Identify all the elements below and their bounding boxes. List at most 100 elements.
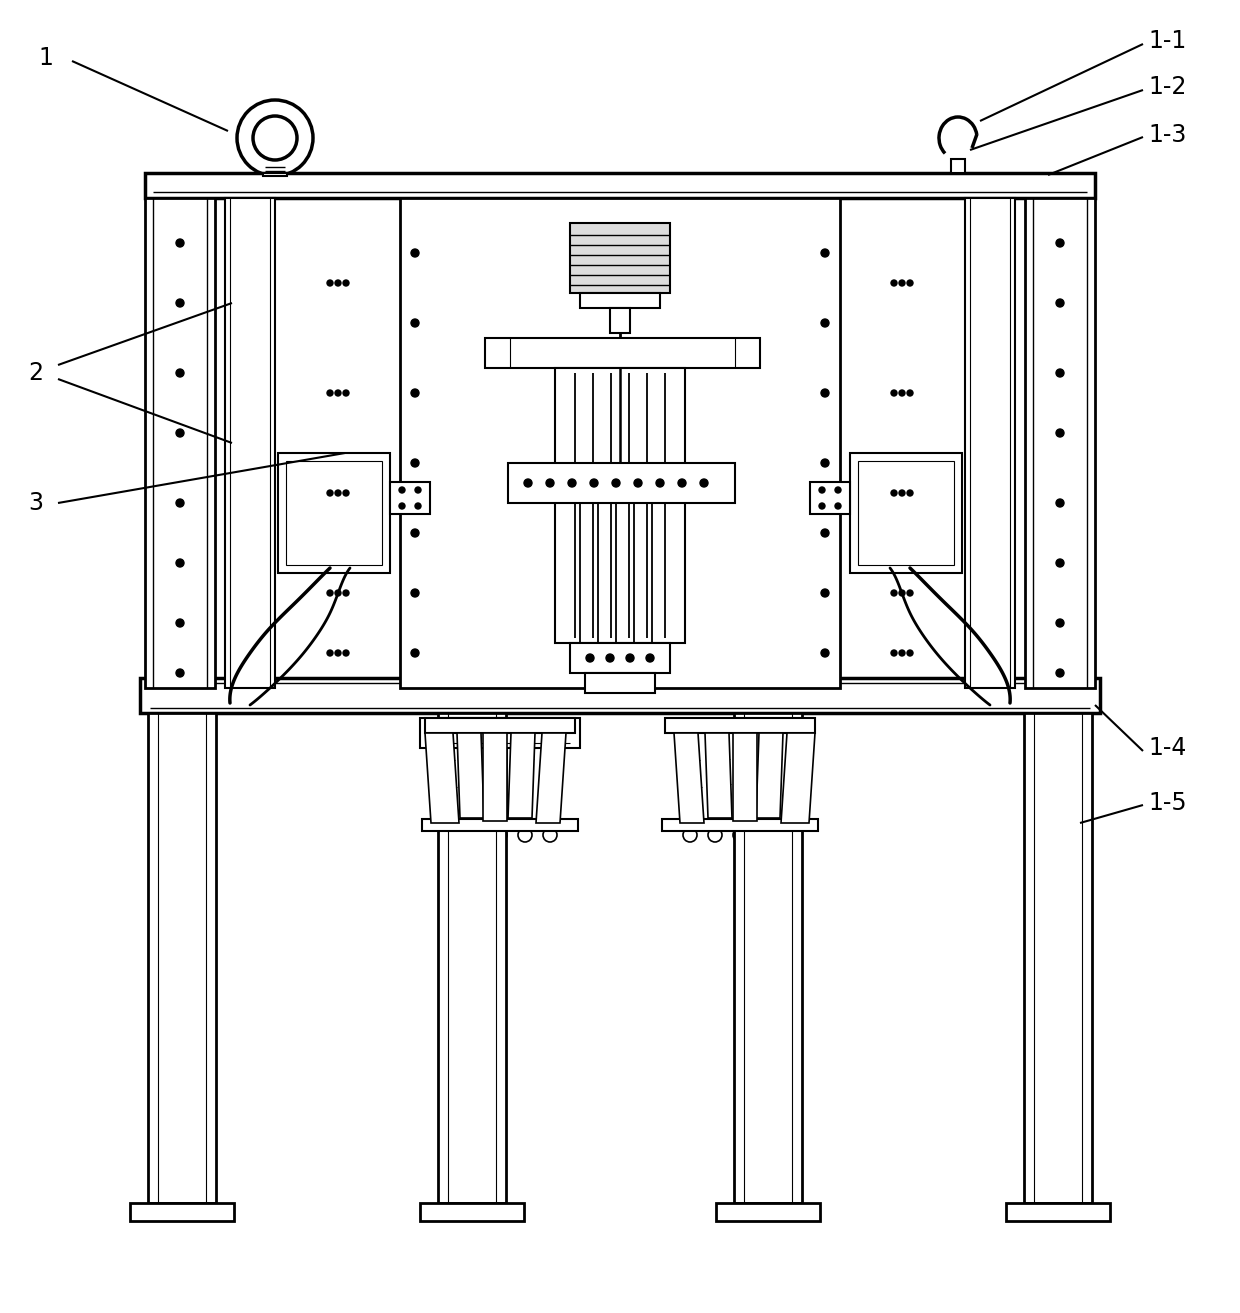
Circle shape <box>821 529 830 537</box>
Ellipse shape <box>165 868 200 918</box>
Circle shape <box>906 490 913 496</box>
Polygon shape <box>733 733 756 821</box>
Circle shape <box>906 650 913 656</box>
Circle shape <box>1056 499 1064 507</box>
Circle shape <box>821 649 830 656</box>
Circle shape <box>708 829 722 842</box>
Circle shape <box>335 650 341 656</box>
Circle shape <box>343 280 348 286</box>
Circle shape <box>683 829 697 842</box>
Circle shape <box>494 829 507 842</box>
Circle shape <box>899 490 905 496</box>
Circle shape <box>821 319 830 327</box>
Bar <box>570 643 670 674</box>
Circle shape <box>343 590 348 596</box>
Circle shape <box>443 829 458 842</box>
Circle shape <box>1056 670 1064 678</box>
Circle shape <box>410 249 419 257</box>
Bar <box>1006 1203 1110 1221</box>
Bar <box>951 159 965 173</box>
Circle shape <box>899 650 905 656</box>
Polygon shape <box>508 733 534 818</box>
Bar <box>585 674 655 693</box>
Bar <box>224 198 275 688</box>
Circle shape <box>821 249 830 257</box>
Bar <box>810 482 849 513</box>
Circle shape <box>415 503 422 509</box>
Circle shape <box>543 829 557 842</box>
Circle shape <box>335 280 341 286</box>
Circle shape <box>587 654 594 662</box>
Circle shape <box>758 829 773 842</box>
Circle shape <box>415 487 422 492</box>
Circle shape <box>176 429 184 437</box>
Circle shape <box>892 490 897 496</box>
Text: 1-2: 1-2 <box>1148 75 1187 98</box>
Circle shape <box>343 390 348 397</box>
Bar <box>715 1203 820 1221</box>
Circle shape <box>253 116 298 160</box>
Circle shape <box>899 280 905 286</box>
Bar <box>662 819 818 831</box>
Circle shape <box>818 487 825 492</box>
Circle shape <box>1056 618 1064 628</box>
Bar <box>130 1203 234 1221</box>
Circle shape <box>835 487 841 492</box>
Circle shape <box>327 590 334 596</box>
Circle shape <box>410 529 419 537</box>
Bar <box>610 309 630 334</box>
Circle shape <box>343 650 348 656</box>
Circle shape <box>399 503 405 509</box>
Bar <box>849 453 962 572</box>
Bar <box>1025 198 1095 688</box>
Bar <box>420 1203 525 1221</box>
Bar <box>391 482 430 513</box>
Circle shape <box>634 479 642 487</box>
Polygon shape <box>458 733 484 818</box>
Bar <box>286 461 382 565</box>
Circle shape <box>906 390 913 397</box>
Circle shape <box>626 654 634 662</box>
Circle shape <box>590 479 598 487</box>
Text: 1-1: 1-1 <box>1148 29 1187 53</box>
Text: 1-3: 1-3 <box>1148 123 1187 147</box>
Circle shape <box>835 503 841 509</box>
Bar <box>420 718 580 748</box>
Polygon shape <box>536 733 565 823</box>
Circle shape <box>410 590 419 597</box>
Circle shape <box>656 479 663 487</box>
Circle shape <box>525 479 532 487</box>
Bar <box>734 713 802 1203</box>
Bar <box>965 198 1016 688</box>
Polygon shape <box>756 733 782 818</box>
Bar <box>556 368 684 643</box>
Bar <box>580 293 660 309</box>
Circle shape <box>1056 239 1064 247</box>
Circle shape <box>410 460 419 467</box>
Bar <box>508 463 735 503</box>
Circle shape <box>327 650 334 656</box>
Circle shape <box>176 369 184 377</box>
Circle shape <box>467 829 482 842</box>
Circle shape <box>646 654 653 662</box>
Circle shape <box>1056 429 1064 437</box>
Circle shape <box>906 280 913 286</box>
Bar <box>858 461 954 565</box>
Circle shape <box>343 490 348 496</box>
Circle shape <box>335 590 341 596</box>
Polygon shape <box>706 733 732 818</box>
Circle shape <box>818 503 825 509</box>
Circle shape <box>1056 369 1064 377</box>
Bar <box>1024 713 1092 1203</box>
Circle shape <box>733 829 746 842</box>
Bar <box>425 718 575 733</box>
Circle shape <box>1056 299 1064 307</box>
Circle shape <box>176 670 184 678</box>
Circle shape <box>892 390 897 397</box>
Circle shape <box>906 590 913 596</box>
Circle shape <box>899 590 905 596</box>
Polygon shape <box>484 733 507 821</box>
Bar <box>570 223 670 293</box>
Circle shape <box>176 618 184 628</box>
Circle shape <box>410 389 419 397</box>
